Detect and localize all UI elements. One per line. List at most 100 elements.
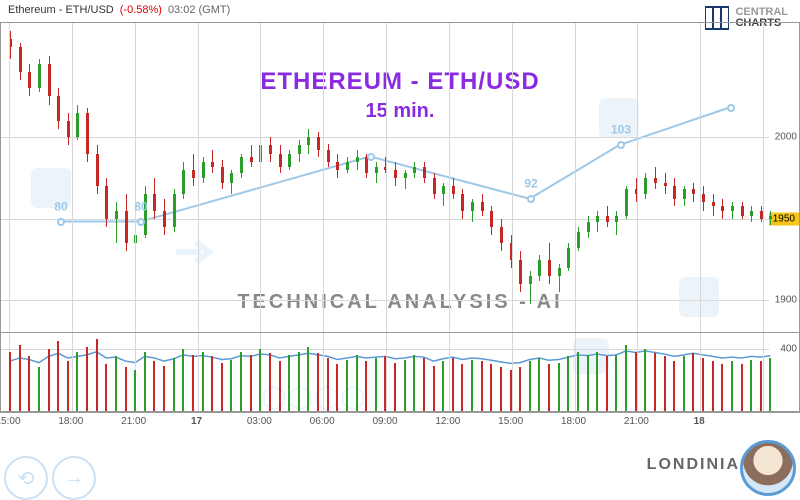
volume-bar [712, 361, 714, 411]
vol-y-label: 400 [780, 343, 797, 354]
nav-prev-icon[interactable]: ⟲ [4, 456, 48, 500]
indicator-label: 80 [54, 200, 67, 214]
volume-bar [567, 356, 569, 411]
volume-bar [644, 349, 646, 411]
chart-interval: 15 min. [260, 100, 539, 123]
volume-bar [48, 349, 50, 411]
nav-next-icon[interactable]: → [52, 456, 96, 500]
volume-bar [452, 358, 454, 411]
volume-bar [192, 355, 194, 411]
volume-bar [683, 356, 685, 411]
volume-bar [28, 356, 30, 411]
volume-bar [269, 353, 271, 411]
time-axis: 15:00 18:00 21:00 17 03:00 06:00 09:00 12:00 15:… [0, 412, 800, 432]
x-tick-label: 18:00 [561, 416, 586, 427]
volume-bar [741, 364, 743, 411]
volume-bar [394, 363, 396, 411]
x-tick-label: 17 [191, 416, 202, 427]
volume-bar [250, 355, 252, 411]
volume-bar [750, 360, 752, 411]
volume-bar [702, 358, 704, 411]
volume-bar [615, 355, 617, 411]
indicator-point [727, 104, 735, 112]
volume-bar [490, 364, 492, 411]
indicator-label: 80 [134, 200, 147, 214]
indicator-point [57, 218, 65, 226]
volume-bar [38, 367, 40, 411]
volume-bar [173, 358, 175, 411]
x-tick-label: 06:00 [310, 416, 335, 427]
volume-bar [625, 345, 627, 411]
volume-bar [384, 356, 386, 411]
x-tick-label: 12:00 [435, 416, 460, 427]
volume-bar [423, 358, 425, 411]
volume-bar [288, 355, 290, 411]
volume-bar [211, 356, 213, 411]
indicator-label: 92 [524, 177, 537, 191]
volume-bar [404, 360, 406, 411]
current-price-tag: 1950 [769, 212, 799, 225]
volume-bar [19, 345, 21, 411]
volume-bar [153, 361, 155, 411]
volume-bar [182, 349, 184, 411]
volume-bar [86, 347, 88, 411]
volume-bar [471, 360, 473, 411]
x-tick-label: 15:00 [498, 416, 523, 427]
volume-bar [587, 355, 589, 411]
volume-bar [240, 352, 242, 411]
x-tick-label: 18 [694, 416, 705, 427]
volume-bar [375, 358, 377, 411]
volume-bar [664, 356, 666, 411]
x-tick-label: 03:00 [247, 416, 272, 427]
volume-bar [635, 352, 637, 411]
indicator-point [137, 218, 145, 226]
indicator-point [617, 141, 625, 149]
indicator-point [527, 195, 535, 203]
volume-bar [365, 361, 367, 411]
volume-bar [259, 349, 261, 411]
tech-analysis-label: TECHNICAL ANALYSIS - AI [237, 291, 562, 314]
volume-bar [307, 347, 309, 411]
y-tick-label: 1900 [775, 295, 797, 306]
volume-bar [76, 352, 78, 411]
instrument-name: Ethereum - ETH/USD [8, 4, 114, 16]
volume-bar [67, 361, 69, 411]
x-tick-label: 15:00 [0, 416, 21, 427]
indicator-label: 103 [611, 123, 631, 137]
volume-bar [356, 355, 358, 411]
volume-bar [760, 361, 762, 411]
volume-bar [230, 360, 232, 411]
indicator-point [367, 153, 375, 161]
volume-bar [500, 367, 502, 411]
volume-bar [317, 353, 319, 411]
volume-bar [144, 352, 146, 411]
volume-bar [163, 366, 165, 411]
chart-container: ETHEREUM - ETH/USD 15 min. TECHNICAL ANA… [0, 22, 800, 412]
volume-bar [731, 361, 733, 411]
volume-bar [327, 358, 329, 411]
volume-bar [105, 364, 107, 411]
volume-bar [96, 339, 98, 411]
volume-bar [692, 353, 694, 411]
x-tick-label: 18:00 [58, 416, 83, 427]
volume-bar [202, 352, 204, 411]
y-tick-label: 2000 [775, 132, 797, 143]
volume-bar [433, 366, 435, 411]
volume-bar [346, 360, 348, 411]
assistant-avatar[interactable] [740, 440, 796, 496]
chart-title: ETHEREUM - ETH/USD [260, 68, 539, 96]
price-chart[interactable]: ETHEREUM - ETH/USD 15 min. TECHNICAL ANA… [1, 23, 799, 333]
volume-chart[interactable]: ⬡⬡⬡⬡ 400 [1, 333, 799, 411]
volume-bar [413, 355, 415, 411]
x-tick-label: 21:00 [121, 416, 146, 427]
volume-bar [279, 361, 281, 411]
londinia-label: LONDINIA [647, 456, 740, 474]
volume-bar [596, 352, 598, 411]
volume-bar [298, 352, 300, 411]
x-tick-label: 09:00 [372, 416, 397, 427]
volume-bar [548, 364, 550, 411]
volume-bar [125, 367, 127, 411]
timestamp: 03:02 (GMT) [168, 4, 230, 16]
volume-bar [654, 353, 656, 411]
volume-bar [461, 364, 463, 411]
